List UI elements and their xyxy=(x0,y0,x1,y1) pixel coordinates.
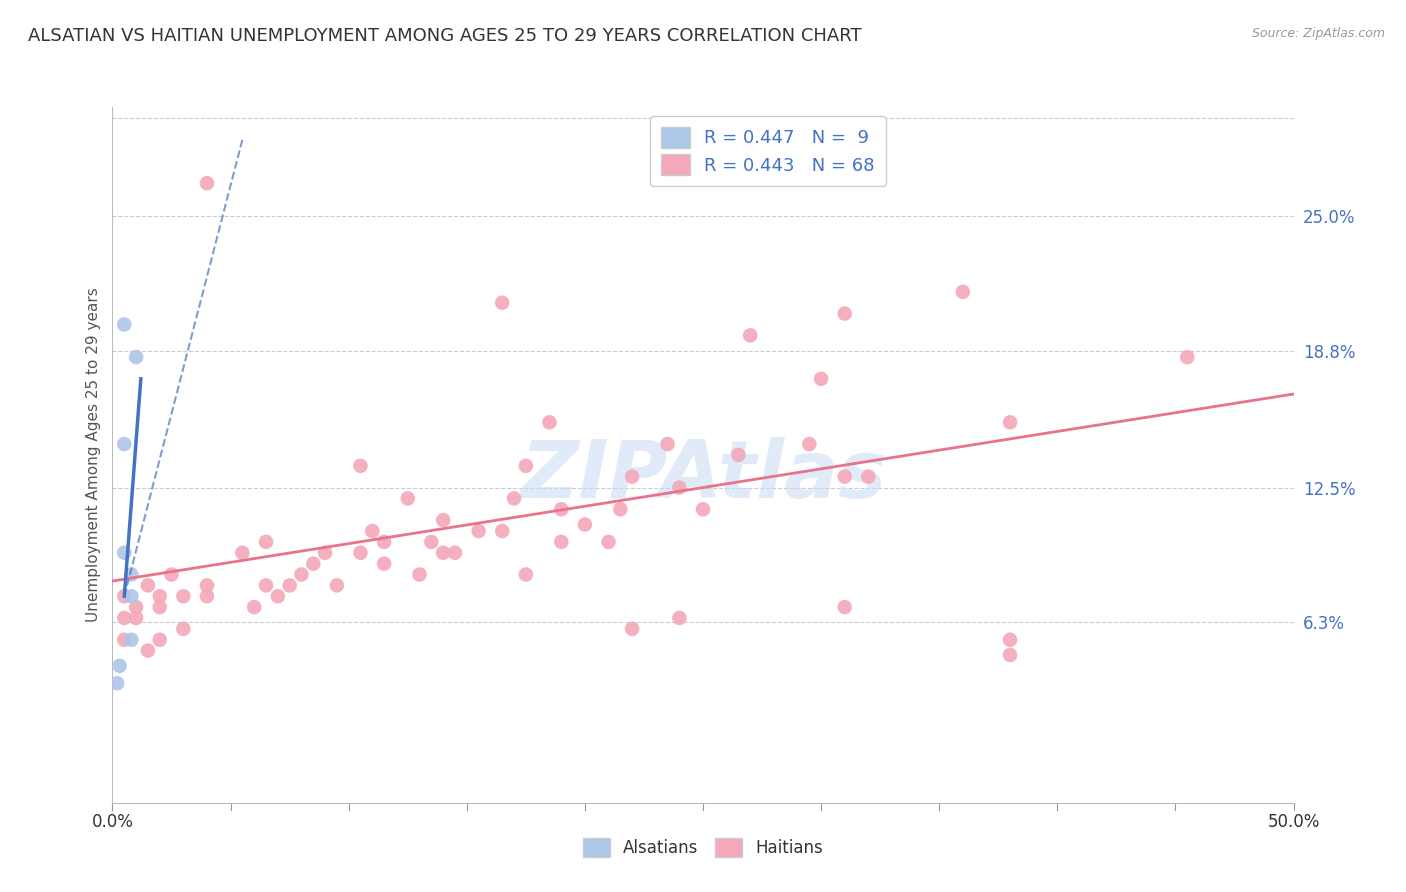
Point xyxy=(108,658,131,673)
Point xyxy=(172,622,194,636)
Point xyxy=(538,415,561,429)
Point xyxy=(998,415,1021,429)
Point xyxy=(491,524,513,538)
Point xyxy=(373,557,395,571)
Point xyxy=(326,578,349,592)
Point xyxy=(998,648,1021,662)
Point xyxy=(668,611,690,625)
Point xyxy=(432,513,454,527)
Point xyxy=(105,676,128,690)
Point xyxy=(574,517,596,532)
Point xyxy=(120,632,142,647)
Point xyxy=(112,546,135,560)
Point xyxy=(373,534,395,549)
Point xyxy=(420,534,443,549)
Y-axis label: Unemployment Among Ages 25 to 29 years: Unemployment Among Ages 25 to 29 years xyxy=(86,287,101,623)
Point xyxy=(349,546,371,560)
Point xyxy=(195,578,218,592)
Point xyxy=(302,557,325,571)
Point xyxy=(668,481,690,495)
Point xyxy=(120,589,142,603)
Point xyxy=(290,567,312,582)
Point xyxy=(1175,350,1198,364)
Point xyxy=(550,502,572,516)
Point xyxy=(125,611,148,625)
Point xyxy=(621,622,644,636)
Point xyxy=(491,295,513,310)
Point xyxy=(550,534,572,549)
Point xyxy=(609,502,631,516)
Point xyxy=(515,458,537,473)
Point xyxy=(408,567,430,582)
Point xyxy=(125,350,148,364)
Point xyxy=(396,491,419,506)
Point xyxy=(112,632,135,647)
Point xyxy=(361,524,384,538)
Point xyxy=(444,546,467,560)
Text: Source: ZipAtlas.com: Source: ZipAtlas.com xyxy=(1251,27,1385,40)
Point xyxy=(432,546,454,560)
Legend: Alsatians, Haitians: Alsatians, Haitians xyxy=(576,831,830,864)
Point xyxy=(727,448,749,462)
Point xyxy=(136,578,159,592)
Point xyxy=(243,600,266,615)
Point xyxy=(314,546,336,560)
Point xyxy=(149,600,172,615)
Point xyxy=(149,589,172,603)
Point xyxy=(195,589,218,603)
Point xyxy=(160,567,183,582)
Point xyxy=(112,589,135,603)
Text: ALSATIAN VS HAITIAN UNEMPLOYMENT AMONG AGES 25 TO 29 YEARS CORRELATION CHART: ALSATIAN VS HAITIAN UNEMPLOYMENT AMONG A… xyxy=(28,27,862,45)
Text: ZIPAtlas: ZIPAtlas xyxy=(520,437,886,515)
Point xyxy=(740,328,762,343)
Point xyxy=(136,643,159,657)
Point xyxy=(172,589,194,603)
Point xyxy=(598,534,620,549)
Point xyxy=(149,632,172,647)
Point xyxy=(231,546,253,560)
Point xyxy=(692,502,714,516)
Point xyxy=(834,600,856,615)
Point xyxy=(254,578,277,592)
Point xyxy=(278,578,301,592)
Point xyxy=(515,567,537,582)
Point xyxy=(858,469,880,483)
Point xyxy=(112,318,135,332)
Point xyxy=(267,589,290,603)
Point xyxy=(998,632,1021,647)
Point xyxy=(834,469,856,483)
Point xyxy=(195,176,218,190)
Point xyxy=(799,437,821,451)
Point xyxy=(834,307,856,321)
Point xyxy=(112,611,135,625)
Point xyxy=(952,285,974,299)
Point xyxy=(125,600,148,615)
Point xyxy=(657,437,679,451)
Point xyxy=(503,491,526,506)
Point xyxy=(112,437,135,451)
Point xyxy=(120,567,142,582)
Point xyxy=(810,372,832,386)
Point xyxy=(621,469,644,483)
Point xyxy=(349,458,371,473)
Point xyxy=(254,534,277,549)
Point xyxy=(467,524,489,538)
